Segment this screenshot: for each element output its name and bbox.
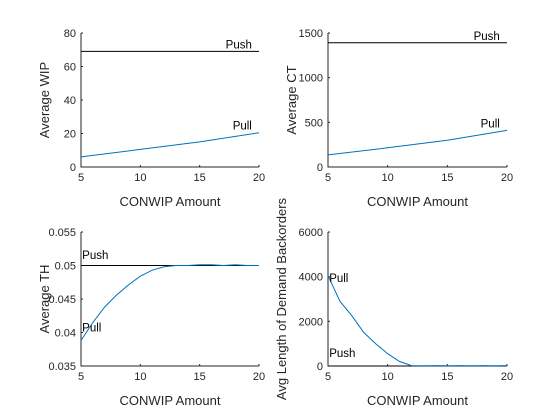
- y-tick-label: 20: [64, 129, 76, 141]
- x-tick-label: 20: [253, 172, 265, 184]
- x-axis-label: CONWIP Amount: [367, 194, 468, 209]
- x-tick-label: 20: [253, 371, 265, 383]
- y-tick-label: 0.04: [55, 328, 76, 340]
- x-axis-label: CONWIP Amount: [120, 194, 221, 209]
- subplot-1: 5 10 15 20 0 20 40 60 80 Push Pull CONWIP Amount Ave…: [37, 28, 265, 209]
- y-axis-label: Average TH: [37, 265, 52, 334]
- subplot-2: 5 10 15 20 0 500 1000 1500 Push Pull CONWIP Amount…: [284, 28, 513, 209]
- annotation-push: Push: [226, 39, 252, 51]
- axes-frame: [327, 33, 507, 168]
- x-tick-label: 20: [501, 172, 513, 184]
- series-line-pull: [327, 275, 508, 367]
- x-tick-label: 15: [194, 371, 206, 383]
- y-tick-label: 60: [64, 62, 76, 74]
- x-tick-label: 15: [441, 371, 453, 383]
- y-tick-label: 4000: [299, 272, 323, 284]
- y-tick-label: 0: [317, 162, 323, 174]
- series-line-pull: [80, 264, 259, 341]
- y-tick-label: 6000: [299, 227, 323, 239]
- axes-frame: [327, 232, 507, 367]
- annotation-push: Push: [82, 250, 108, 262]
- subplot-3: 5 10 15 20 0.035 0.04 0.045 0.05 0.055 Push Pull CO…: [37, 227, 265, 408]
- y-tick-label: 0.05: [55, 261, 76, 273]
- axes-frame: [80, 33, 259, 168]
- y-tick-label: 500: [305, 117, 323, 129]
- x-tick-label: 10: [134, 172, 146, 184]
- x-axis-label: CONWIP Amount: [120, 393, 221, 408]
- annotation-pull: Pull: [82, 323, 101, 335]
- x-tick-label: 20: [501, 371, 513, 383]
- y-tick-label: 1500: [299, 28, 323, 40]
- x-tick-label: 5: [325, 371, 331, 383]
- annotation-pull: Pull: [481, 118, 500, 130]
- subplot-4: 5 10 15 20 0 2000 4000 6000 Push Pull CONWIP Amoun…: [274, 197, 513, 408]
- x-axis-label: CONWIP Amount: [367, 393, 468, 408]
- annotation-pull: Pull: [329, 273, 348, 285]
- y-tick-label: 0.035: [48, 361, 76, 373]
- x-tick-label: 10: [134, 371, 146, 383]
- x-tick-label: 5: [78, 172, 84, 184]
- x-tick-label: 5: [325, 172, 331, 184]
- y-tick-label: 0: [70, 162, 76, 174]
- y-tick-label: 80: [64, 28, 76, 40]
- y-axis-label: Average CT: [284, 65, 299, 134]
- y-tick-label: 1000: [299, 73, 323, 85]
- y-tick-label: 40: [64, 95, 76, 107]
- x-tick-label: 15: [441, 172, 453, 184]
- annotation-pull: Pull: [233, 121, 252, 133]
- y-axis-label: Average WIP: [37, 62, 52, 138]
- y-tick-label: 2000: [299, 316, 323, 328]
- x-tick-label: 15: [194, 172, 206, 184]
- x-tick-label: 10: [382, 172, 394, 184]
- y-tick-label: 0: [317, 361, 323, 373]
- series-line-pull: [80, 132, 260, 158]
- series-line-pull: [327, 129, 508, 156]
- x-tick-label: 5: [78, 371, 84, 383]
- annotation-push: Push: [474, 31, 500, 43]
- x-tick-label: 10: [382, 371, 394, 383]
- y-axis-label: Avg Length of Demand Backorders: [274, 197, 289, 400]
- annotation-push: Push: [329, 348, 355, 360]
- y-tick-label: 0.055: [48, 227, 76, 239]
- y-tick-label: 0.045: [48, 294, 76, 306]
